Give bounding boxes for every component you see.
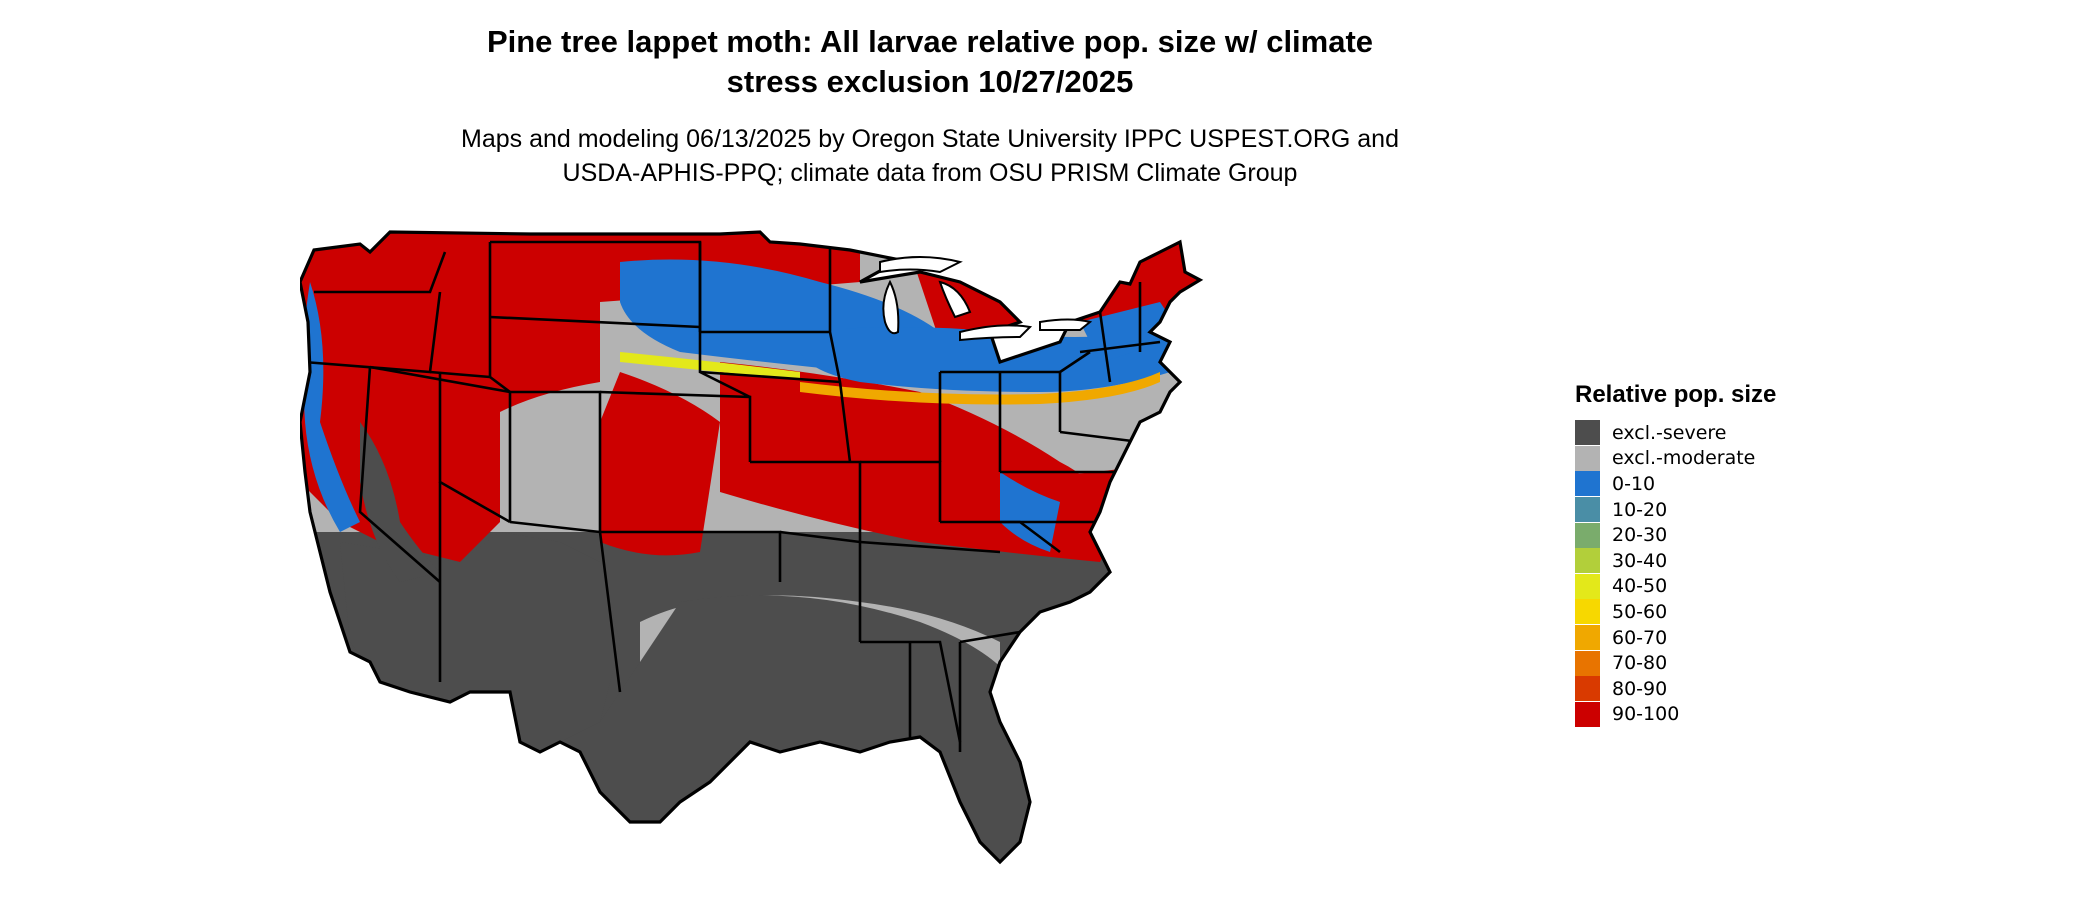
legend-title: Relative pop. size [1575,381,1777,408]
zone-low-carolinas [1000,472,1060,552]
legend-item: 80-90 [1575,676,1875,702]
legend-swatch [1575,445,1600,471]
legend-swatch [1575,471,1600,497]
state-borders [303,240,1161,752]
us-map-svg [298,230,1202,864]
legend-item: 10-20 [1575,497,1875,523]
legend-item: excl.-moderate [1575,445,1875,472]
legend-label: 60-70 [1612,626,1668,649]
zone-low-pacific [303,282,360,532]
zone-high-southern-rockies [600,372,720,556]
legend-item: 70-80 [1575,650,1875,676]
legend-rows: excl.-severe excl.-moderate 0-10 10-20 20-30… [1575,420,1875,727]
legend-label: 50-60 [1612,600,1668,623]
great-lakes [879,256,1093,342]
legend-item: 30-40 [1575,548,1875,574]
legend-swatch [1575,497,1600,523]
legend-label: 70-80 [1612,652,1668,675]
map-subtitle-line-2: USDA-APHIS-PPQ; climate data from OSU PR… [562,159,1298,187]
legend-swatch [1575,420,1600,446]
zone-transition-midwest [800,372,1160,405]
legend-label: 40-50 [1612,575,1668,598]
zone-high-northeast [900,232,1200,362]
legend-item: 40-50 [1575,573,1875,600]
legend-swatch [1575,548,1600,574]
map-title-line-2: stress exclusion 10/27/2025 [726,64,1134,99]
legend-swatch [1575,522,1600,548]
zone-severe-southwest [340,532,620,742]
legend-swatch [1575,625,1600,651]
legend-item: 90-100 [1575,701,1875,728]
map-subtitle-line-1: Maps and modeling 06/13/2025 by Oregon S… [461,125,1399,153]
legend-item: 20-30 [1575,522,1875,548]
map-title: Pine tree lappet moth: All larvae relati… [340,22,1520,102]
legend-label: 10-20 [1612,498,1668,521]
legend-label: 30-40 [1612,549,1668,572]
legend-label: 0-10 [1612,472,1656,495]
zone-high-ohio-valley [820,422,1160,536]
legend-item: 0-10 [1575,471,1875,497]
legend-item: 60-70 [1575,625,1875,651]
legend: Relative pop. size excl.-severe excl.-mod… [1575,380,1875,727]
legend-item: 50-60 [1575,599,1875,625]
map-title-line-1: Pine tree lappet moth: All larvae relati… [486,24,1374,59]
zone-transition-plains [620,352,800,380]
legend-label: 20-30 [1612,524,1668,547]
us-map [298,222,1560,892]
legend-swatch [1575,650,1600,676]
legend-label: excl.-moderate [1612,447,1756,470]
legend-swatch [1575,573,1600,599]
legend-item: excl.-severe [1575,420,1875,446]
zone-severe-great-basin [360,422,440,582]
map-subtitle: Maps and modeling 06/13/2025 by Oregon S… [340,122,1520,190]
legend-label: 90-100 [1612,703,1680,726]
legend-swatch [1575,701,1600,727]
legend-label: 80-90 [1612,677,1668,700]
legend-label: excl.-severe [1612,421,1727,444]
legend-swatch [1575,599,1600,625]
legend-swatch [1575,676,1600,702]
